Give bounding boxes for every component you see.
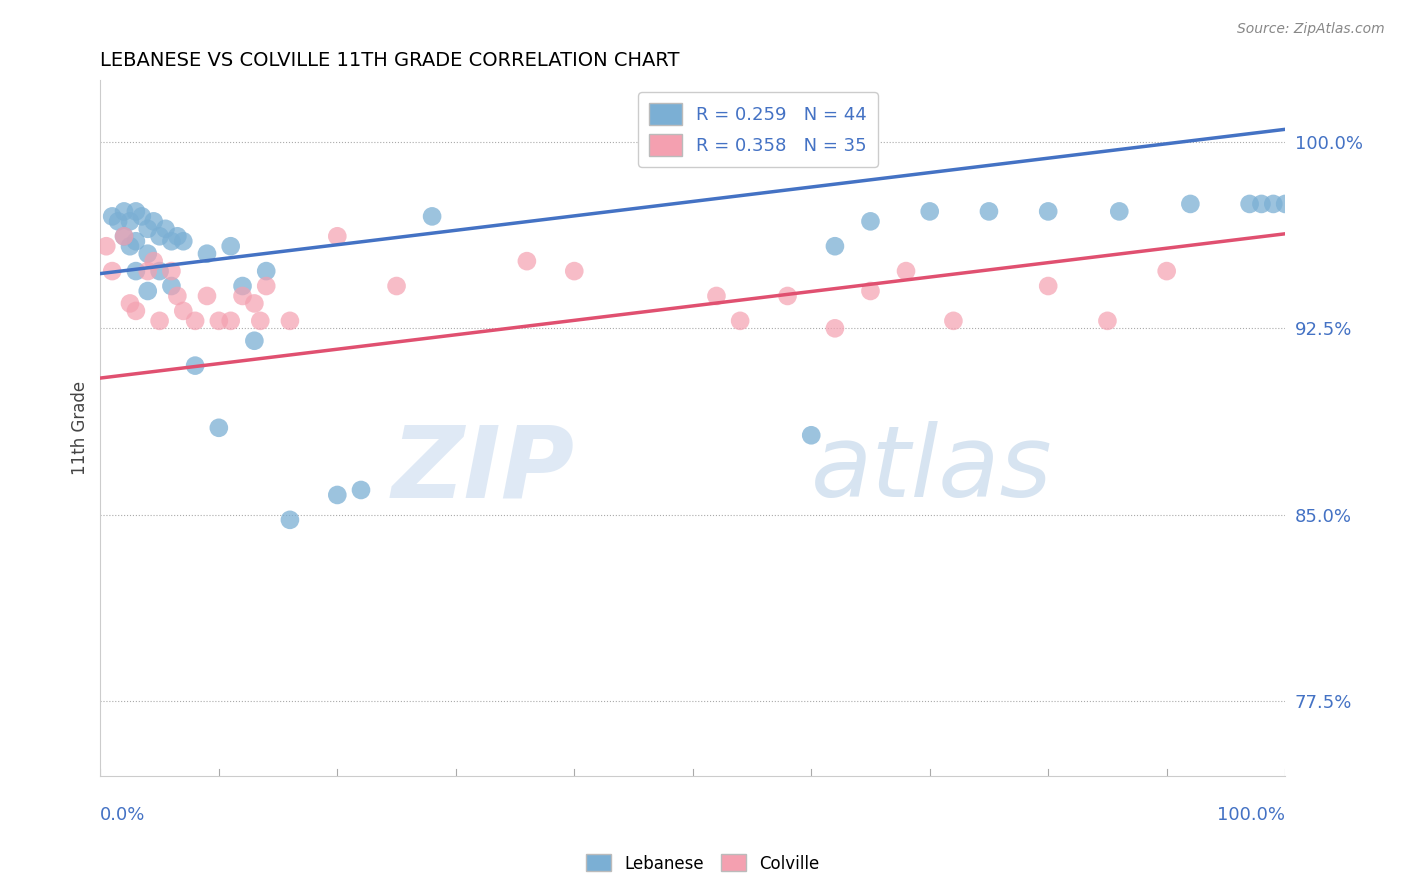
Point [231,279,253,293]
Point [136,284,159,298]
Point [208,314,231,328]
Point [184,314,207,328]
Point [776,289,799,303]
Point [350,483,373,497]
Point [231,289,253,303]
Legend: R = 0.259   N = 44, R = 0.358   N = 35: R = 0.259 N = 44, R = 0.358 N = 35 [638,92,877,167]
Point [149,314,172,328]
Point [1108,204,1130,219]
Point [1263,197,1285,211]
Point [166,229,188,244]
Point [243,296,266,310]
Point [101,210,124,224]
Point [149,229,172,244]
Legend: Lebanese, Colville: Lebanese, Colville [579,847,827,880]
Point [1097,314,1119,328]
Point [160,264,183,278]
Point [219,314,242,328]
Point [1038,279,1060,293]
Point [118,214,141,228]
Point [125,204,148,219]
Point [112,229,135,244]
Point [824,321,846,335]
Text: atlas: atlas [811,421,1053,518]
Point [101,264,124,278]
Point [894,264,917,278]
Point [118,239,141,253]
Point [562,264,585,278]
Point [326,229,349,244]
Point [184,359,207,373]
Point [136,222,159,236]
Point [800,428,823,442]
Point [112,229,135,244]
Point [254,279,277,293]
Point [1239,197,1261,211]
Point [136,264,159,278]
Point [420,210,443,224]
Point [172,234,194,248]
Point [1250,197,1272,211]
Point [142,254,165,268]
Point [149,264,172,278]
Point [125,264,148,278]
Point [1180,197,1202,211]
Point [136,246,159,260]
Point [859,284,882,298]
Point [706,289,728,303]
Y-axis label: 11th Grade: 11th Grade [72,381,89,475]
Point [107,806,129,821]
Text: 100.0%: 100.0% [1218,805,1285,824]
Point [254,264,277,278]
Point [977,204,1000,219]
Point [118,296,141,310]
Point [1156,264,1178,278]
Point [243,334,266,348]
Point [131,210,153,224]
Point [278,513,301,527]
Text: LEBANESE VS COLVILLE 11TH GRADE CORRELATION CHART: LEBANESE VS COLVILLE 11TH GRADE CORRELAT… [100,51,681,70]
Point [326,488,349,502]
Point [918,204,941,219]
Point [166,289,188,303]
Point [208,421,231,435]
Text: ZIP: ZIP [391,421,574,518]
Point [219,239,242,253]
Text: Source: ZipAtlas.com: Source: ZipAtlas.com [1237,22,1385,37]
Point [96,239,118,253]
Text: 0.0%: 0.0% [100,805,146,824]
Point [942,314,965,328]
Point [160,279,183,293]
Point [142,214,165,228]
Point [195,246,218,260]
Point [278,314,301,328]
Point [1274,197,1296,211]
Point [195,289,218,303]
Point [824,239,846,253]
Point [160,234,183,248]
Point [172,304,194,318]
Point [1038,204,1060,219]
Point [859,214,882,228]
Point [516,254,538,268]
Point [249,314,271,328]
Point [385,279,408,293]
Point [125,234,148,248]
Point [107,214,129,228]
Point [125,304,148,318]
Point [728,314,751,328]
Point [112,204,135,219]
Point [155,222,177,236]
